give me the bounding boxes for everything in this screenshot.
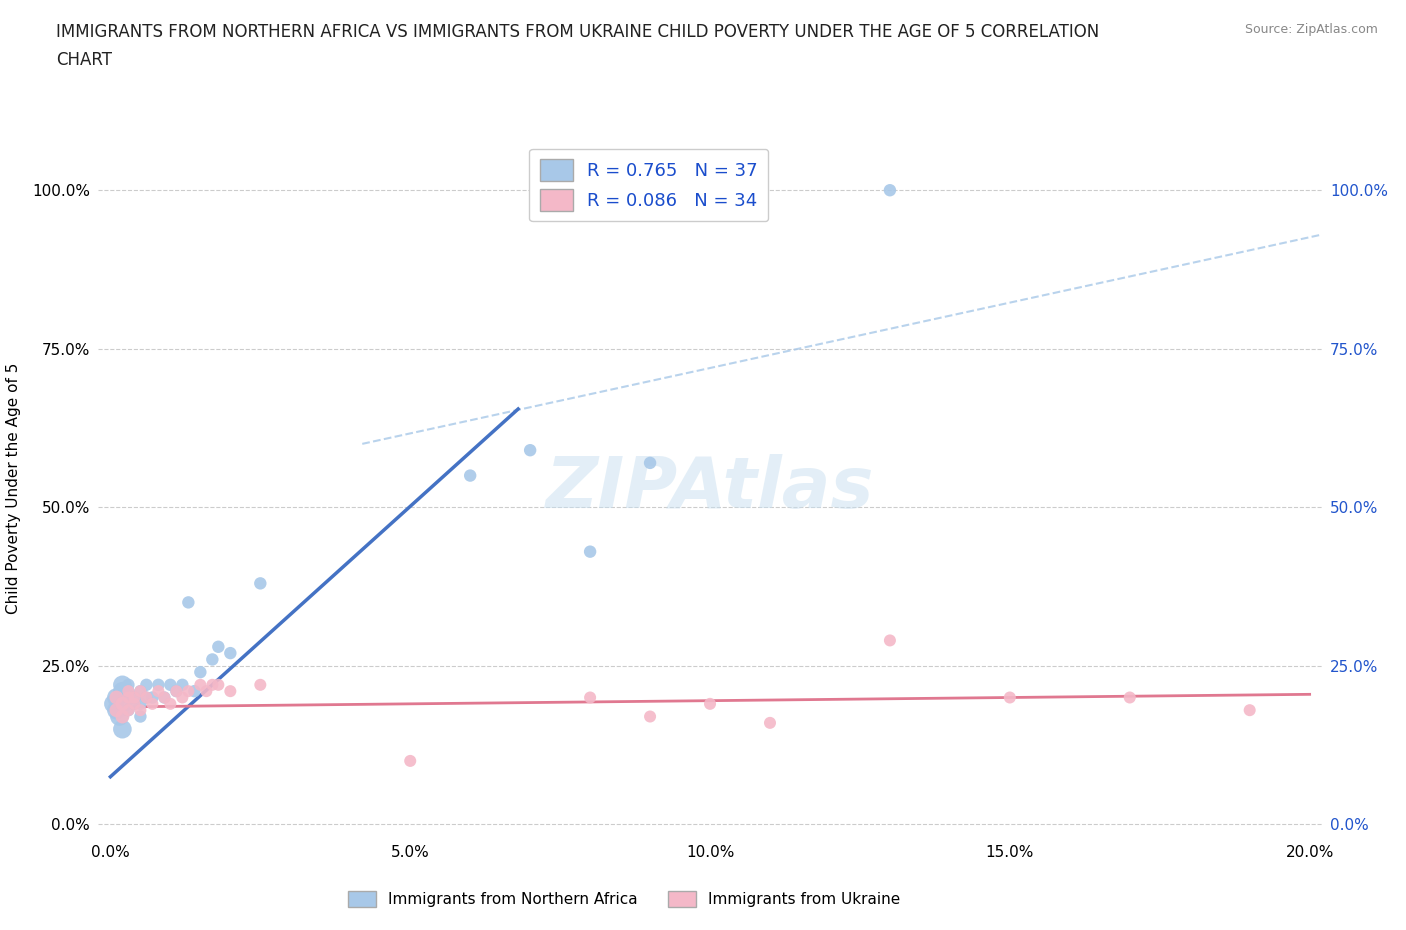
Point xyxy=(117,703,139,718)
Point xyxy=(195,684,218,698)
Point xyxy=(135,677,157,692)
Point xyxy=(879,633,901,648)
Point xyxy=(105,703,128,718)
Point xyxy=(579,544,602,559)
Point xyxy=(638,456,661,471)
Point xyxy=(111,697,134,711)
Point xyxy=(219,645,242,660)
Point xyxy=(172,677,194,692)
Point xyxy=(117,703,139,718)
Point xyxy=(879,183,901,198)
Point xyxy=(177,684,200,698)
Point xyxy=(249,576,271,591)
Point xyxy=(124,690,146,705)
Point xyxy=(124,697,146,711)
Point xyxy=(172,690,194,705)
Point xyxy=(117,690,139,705)
Point xyxy=(148,684,170,698)
Point xyxy=(201,677,224,692)
Point xyxy=(105,703,128,718)
Point xyxy=(117,684,139,698)
Point xyxy=(124,690,146,705)
Point xyxy=(148,677,170,692)
Point xyxy=(141,697,163,711)
Point xyxy=(188,665,211,680)
Point xyxy=(201,652,224,667)
Point xyxy=(141,690,163,705)
Point xyxy=(153,690,176,705)
Point xyxy=(105,690,128,705)
Point xyxy=(135,690,157,705)
Point xyxy=(129,684,152,698)
Point xyxy=(519,443,541,458)
Point xyxy=(117,677,139,692)
Point xyxy=(998,690,1021,705)
Point xyxy=(165,684,187,698)
Point xyxy=(699,697,721,711)
Point xyxy=(165,684,187,698)
Point xyxy=(219,684,242,698)
Point xyxy=(399,753,422,768)
Point xyxy=(207,639,229,654)
Point xyxy=(129,697,152,711)
Point xyxy=(153,690,176,705)
Point xyxy=(129,703,152,718)
Point xyxy=(188,677,211,692)
Point xyxy=(249,677,271,692)
Point xyxy=(111,722,134,737)
Point xyxy=(111,709,134,724)
Point xyxy=(111,677,134,692)
Point xyxy=(759,715,782,730)
Text: IMMIGRANTS FROM NORTHERN AFRICA VS IMMIGRANTS FROM UKRAINE CHILD POVERTY UNDER T: IMMIGRANTS FROM NORTHERN AFRICA VS IMMIG… xyxy=(56,23,1099,41)
Point xyxy=(458,468,481,483)
Text: Source: ZipAtlas.com: Source: ZipAtlas.com xyxy=(1244,23,1378,36)
Legend: Immigrants from Northern Africa, Immigrants from Ukraine: Immigrants from Northern Africa, Immigra… xyxy=(342,884,907,913)
Point xyxy=(1239,703,1261,718)
Point xyxy=(117,690,139,705)
Point xyxy=(579,690,602,705)
Point xyxy=(183,684,205,698)
Point xyxy=(159,697,181,711)
Point xyxy=(117,684,139,698)
Point xyxy=(129,709,152,724)
Point xyxy=(1119,690,1142,705)
Point xyxy=(159,677,181,692)
Point xyxy=(124,697,146,711)
Text: CHART: CHART xyxy=(56,51,112,69)
Point xyxy=(111,697,134,711)
Point xyxy=(111,684,134,698)
Point xyxy=(129,684,152,698)
Point xyxy=(638,709,661,724)
Point xyxy=(108,709,131,724)
Point xyxy=(103,697,125,711)
Point xyxy=(105,690,128,705)
Point xyxy=(135,690,157,705)
Point xyxy=(207,677,229,692)
Y-axis label: Child Poverty Under the Age of 5: Child Poverty Under the Age of 5 xyxy=(6,363,21,614)
Text: ZIPAtlas: ZIPAtlas xyxy=(546,454,875,523)
Point xyxy=(177,595,200,610)
